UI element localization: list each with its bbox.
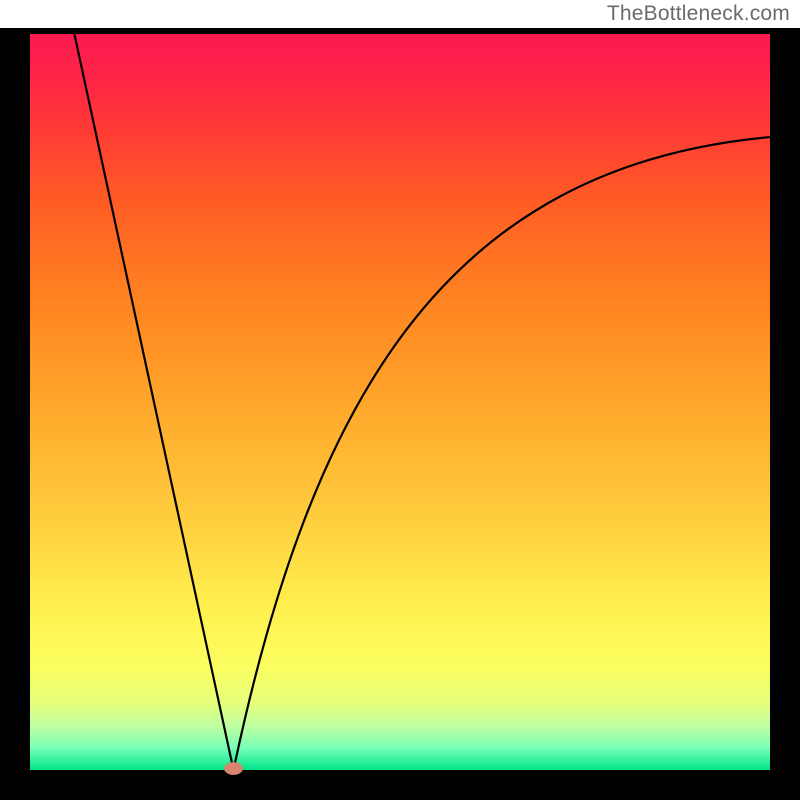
plot-background <box>30 34 770 770</box>
bottleneck-chart-frame: TheBottleneck.com <box>0 0 800 800</box>
bottleneck-chart-svg <box>0 0 800 800</box>
branding-watermark: TheBottleneck.com <box>607 2 790 26</box>
optimal-point-marker <box>225 763 243 775</box>
